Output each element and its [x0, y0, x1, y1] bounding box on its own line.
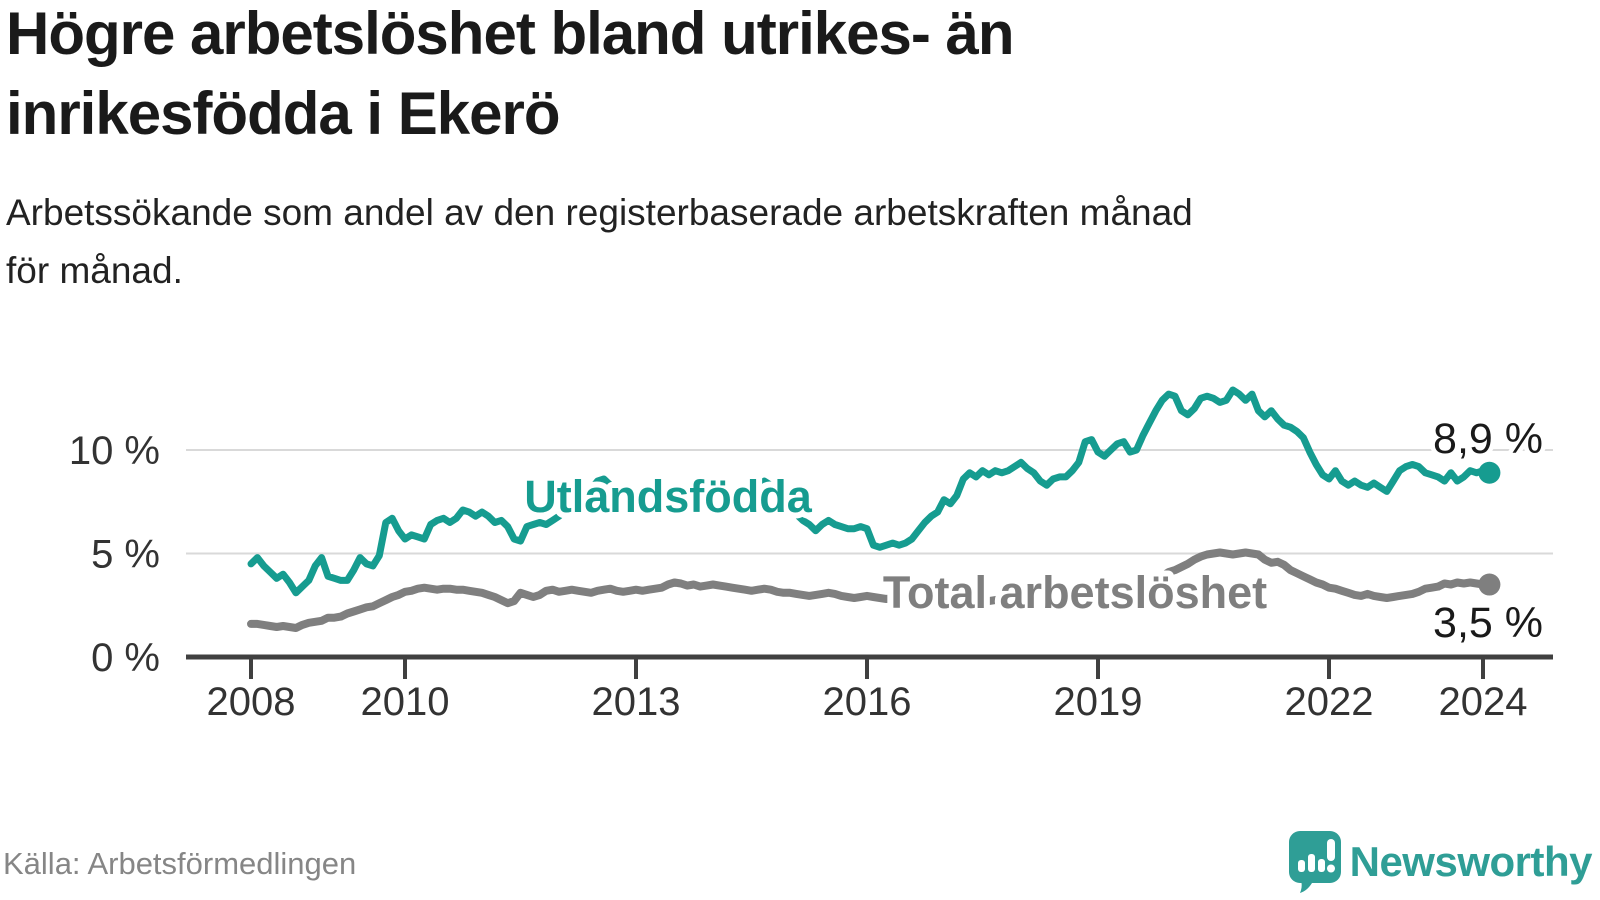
newsworthy-logo-icon	[1288, 831, 1341, 893]
series-label-utlandsfodda: Utlandsfödda	[524, 471, 812, 522]
chart-subtitle: Arbetssökande som andel av den registerb…	[6, 184, 1566, 300]
chart-title-line1: Högre arbetslöshet bland utrikes- än	[6, 0, 1015, 67]
series-line-total-arbetsloshet	[247, 548, 1494, 632]
plot-area: 0 % 5 % 10 % 2008 2010 2013 2016 2019 2022 2024	[69, 386, 1553, 724]
end-value-label-total-arbetsloshet: 3,5 %	[1433, 599, 1543, 647]
chart-subtitle-line2: för månad.	[6, 250, 183, 291]
x-tick-label-2019: 2019	[1054, 680, 1143, 724]
chart-title-line2: inrikesfödda i Ekerö	[6, 80, 561, 147]
series-label-total-arbetsloshet: Total arbetslöshet	[883, 567, 1267, 618]
y-tick-label-5: 5 %	[91, 533, 160, 577]
y-tick-label-10: 10 %	[69, 429, 160, 473]
end-value-label-utlandsfodda: 8,9 %	[1433, 415, 1543, 463]
newsworthy-logo-text: Newsworthy	[1349, 838, 1593, 885]
series-end-dot-total-arbetsloshet	[1478, 573, 1501, 596]
chart-title: Högre arbetslöshet bland utrikes- än inr…	[6, 0, 1406, 154]
x-tick-label-2016: 2016	[823, 680, 912, 724]
x-tick-label-2022: 2022	[1285, 680, 1374, 724]
x-tick-label-2024: 2024	[1439, 680, 1528, 724]
x-tick-label-2008: 2008	[207, 680, 296, 724]
chart-subtitle-line1: Arbetssökande som andel av den registerb…	[6, 192, 1193, 233]
newsworthy-logo: Newsworthy	[1288, 830, 1593, 894]
x-tick-label-2013: 2013	[592, 680, 681, 724]
series-end-dot-utlandsfodda	[1478, 461, 1501, 484]
x-tick-label-2010: 2010	[361, 680, 450, 724]
series-line-utlandsfodda	[247, 386, 1493, 597]
source-note: Källa: Arbetsförmedlingen	[3, 846, 357, 881]
y-tick-label-0: 0 %	[91, 636, 160, 680]
